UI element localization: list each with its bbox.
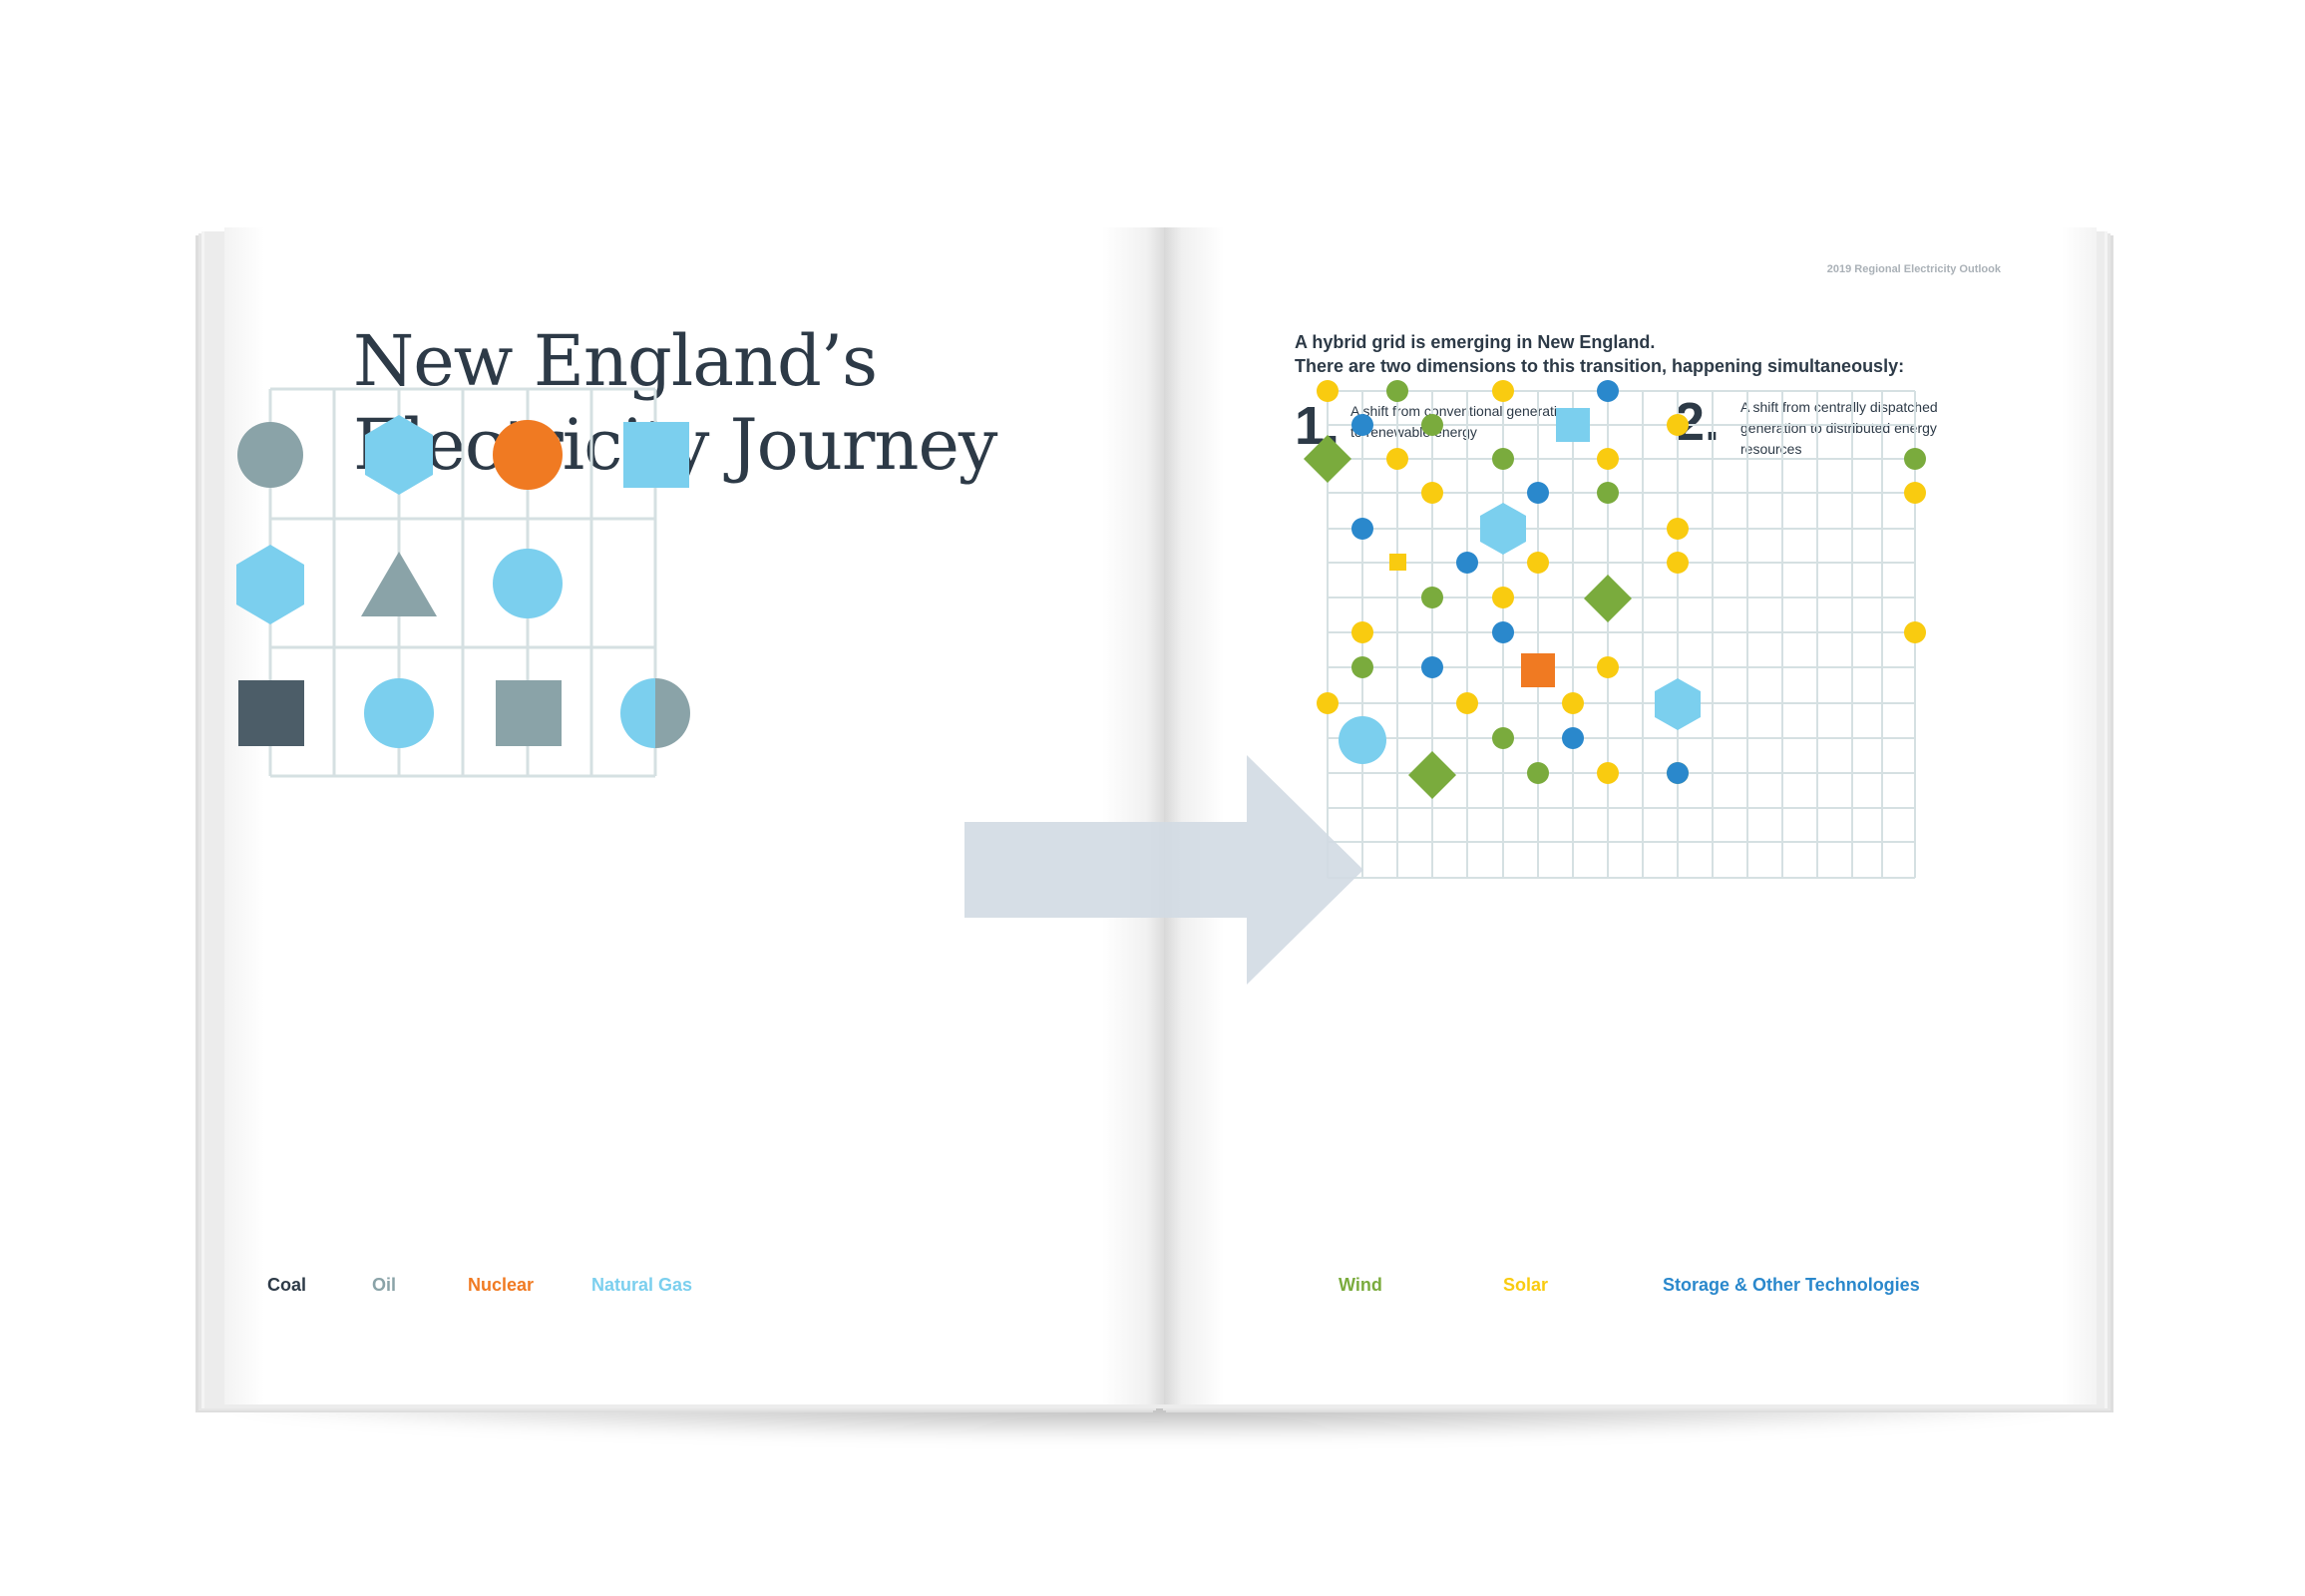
oil-half-circle (655, 678, 690, 748)
gas-half-circle (620, 678, 655, 748)
intro-line-1: A hybrid grid is emerging in New England… (1295, 332, 1656, 352)
wind-diamond (1408, 751, 1456, 799)
storage-hexagon (1655, 678, 1701, 730)
legend-natural-gas: Natural Gas (591, 1275, 693, 1295)
oil-square (496, 680, 562, 746)
legend-wind: Wind (1339, 1275, 1382, 1295)
oil-circle (237, 422, 303, 488)
hybrid-grid-lines (1327, 390, 1916, 879)
conventional-grid-lines (268, 387, 657, 778)
storage-hexagon (1480, 503, 1526, 555)
gas-circle (364, 678, 434, 748)
legend-storage: Storage & Other Technologies (1663, 1275, 1920, 1295)
solar-square (1389, 554, 1406, 571)
hybrid-grid-diagram (1304, 380, 1926, 879)
legend-oil: Oil (372, 1275, 397, 1295)
wind-dots (1351, 380, 1926, 784)
conventional-grid-diagram (236, 387, 690, 778)
point-2-text: A shift from centrally dispatched genera… (1740, 399, 1938, 457)
transition-arrow (964, 755, 1363, 985)
left-page: New England’s Electricity Journey Coal O… (224, 227, 1164, 1404)
nuclear-square (1521, 653, 1555, 687)
gas-hexagon (365, 415, 433, 495)
point-1-text: A shift from conventional generation to … (1350, 403, 1573, 440)
intro-line-2: There are two dimensions to this transit… (1295, 356, 1905, 376)
intro-text: A hybrid grid is emerging in New England… (1295, 330, 1904, 378)
running-head: 2019 Regional Electricity Outlook (1826, 263, 2001, 275)
wind-diamond (1584, 575, 1632, 622)
gas-square (623, 422, 689, 488)
legend-solar: Solar (1503, 1275, 1549, 1295)
solar-dots (1317, 380, 1926, 784)
storage-dots (1351, 380, 1689, 784)
gas-hexagon (236, 545, 304, 624)
oil-triangle (361, 552, 437, 616)
right-page: 2019 Regional Electricity Outlook A hybr… (1164, 227, 2097, 1404)
arrow-shape (964, 755, 1363, 985)
legend-nuclear: Nuclear (468, 1275, 535, 1295)
storage-square (1556, 408, 1590, 442)
wind-diamond (1304, 435, 1351, 483)
coal-square (238, 680, 304, 746)
storage-circle (1339, 716, 1386, 764)
legend-coal: Coal (267, 1275, 307, 1295)
gas-circle (493, 549, 563, 618)
nuclear-circle (493, 420, 563, 490)
